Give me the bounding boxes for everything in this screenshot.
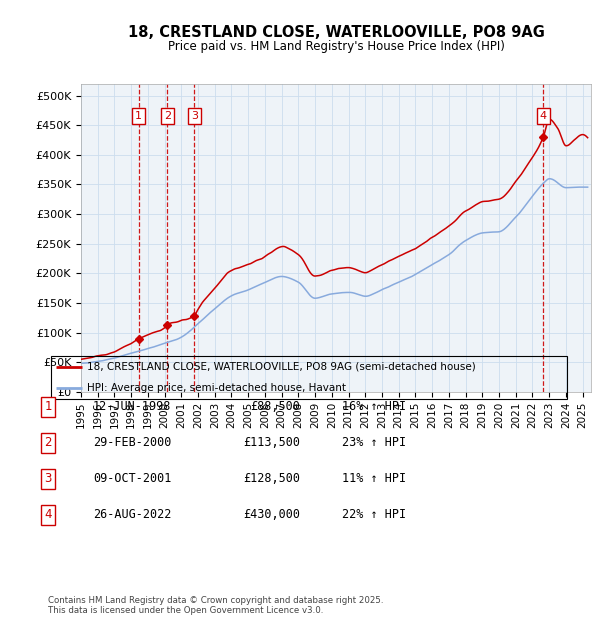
Text: 2: 2 — [44, 436, 52, 449]
Text: 16% ↑ HPI: 16% ↑ HPI — [342, 401, 406, 413]
Text: 23% ↑ HPI: 23% ↑ HPI — [342, 436, 406, 449]
Text: 1: 1 — [135, 112, 142, 122]
Text: 4: 4 — [44, 508, 52, 521]
Text: Contains HM Land Registry data © Crown copyright and database right 2025.
This d: Contains HM Land Registry data © Crown c… — [48, 596, 383, 615]
Text: 18, CRESTLAND CLOSE, WATERLOOVILLE, PO8 9AG: 18, CRESTLAND CLOSE, WATERLOOVILLE, PO8 … — [128, 25, 544, 40]
Text: 09-OCT-2001: 09-OCT-2001 — [93, 472, 172, 485]
Text: 1: 1 — [44, 401, 52, 413]
Text: £88,500: £88,500 — [250, 401, 300, 413]
Text: 18, CRESTLAND CLOSE, WATERLOOVILLE, PO8 9AG (semi-detached house): 18, CRESTLAND CLOSE, WATERLOOVILLE, PO8 … — [87, 362, 476, 372]
Text: £113,500: £113,500 — [243, 436, 300, 449]
Text: 22% ↑ HPI: 22% ↑ HPI — [342, 508, 406, 521]
Text: £128,500: £128,500 — [243, 472, 300, 485]
Text: Price paid vs. HM Land Registry's House Price Index (HPI): Price paid vs. HM Land Registry's House … — [167, 40, 505, 53]
Text: 26-AUG-2022: 26-AUG-2022 — [93, 508, 172, 521]
Text: 3: 3 — [191, 112, 198, 122]
Text: 4: 4 — [540, 112, 547, 122]
Text: £430,000: £430,000 — [243, 508, 300, 521]
Text: 2: 2 — [164, 112, 171, 122]
Text: 3: 3 — [44, 472, 52, 485]
Text: HPI: Average price, semi-detached house, Havant: HPI: Average price, semi-detached house,… — [87, 383, 346, 392]
Text: 11% ↑ HPI: 11% ↑ HPI — [342, 472, 406, 485]
Text: 29-FEB-2000: 29-FEB-2000 — [93, 436, 172, 449]
Text: 12-JUN-1998: 12-JUN-1998 — [93, 401, 172, 413]
